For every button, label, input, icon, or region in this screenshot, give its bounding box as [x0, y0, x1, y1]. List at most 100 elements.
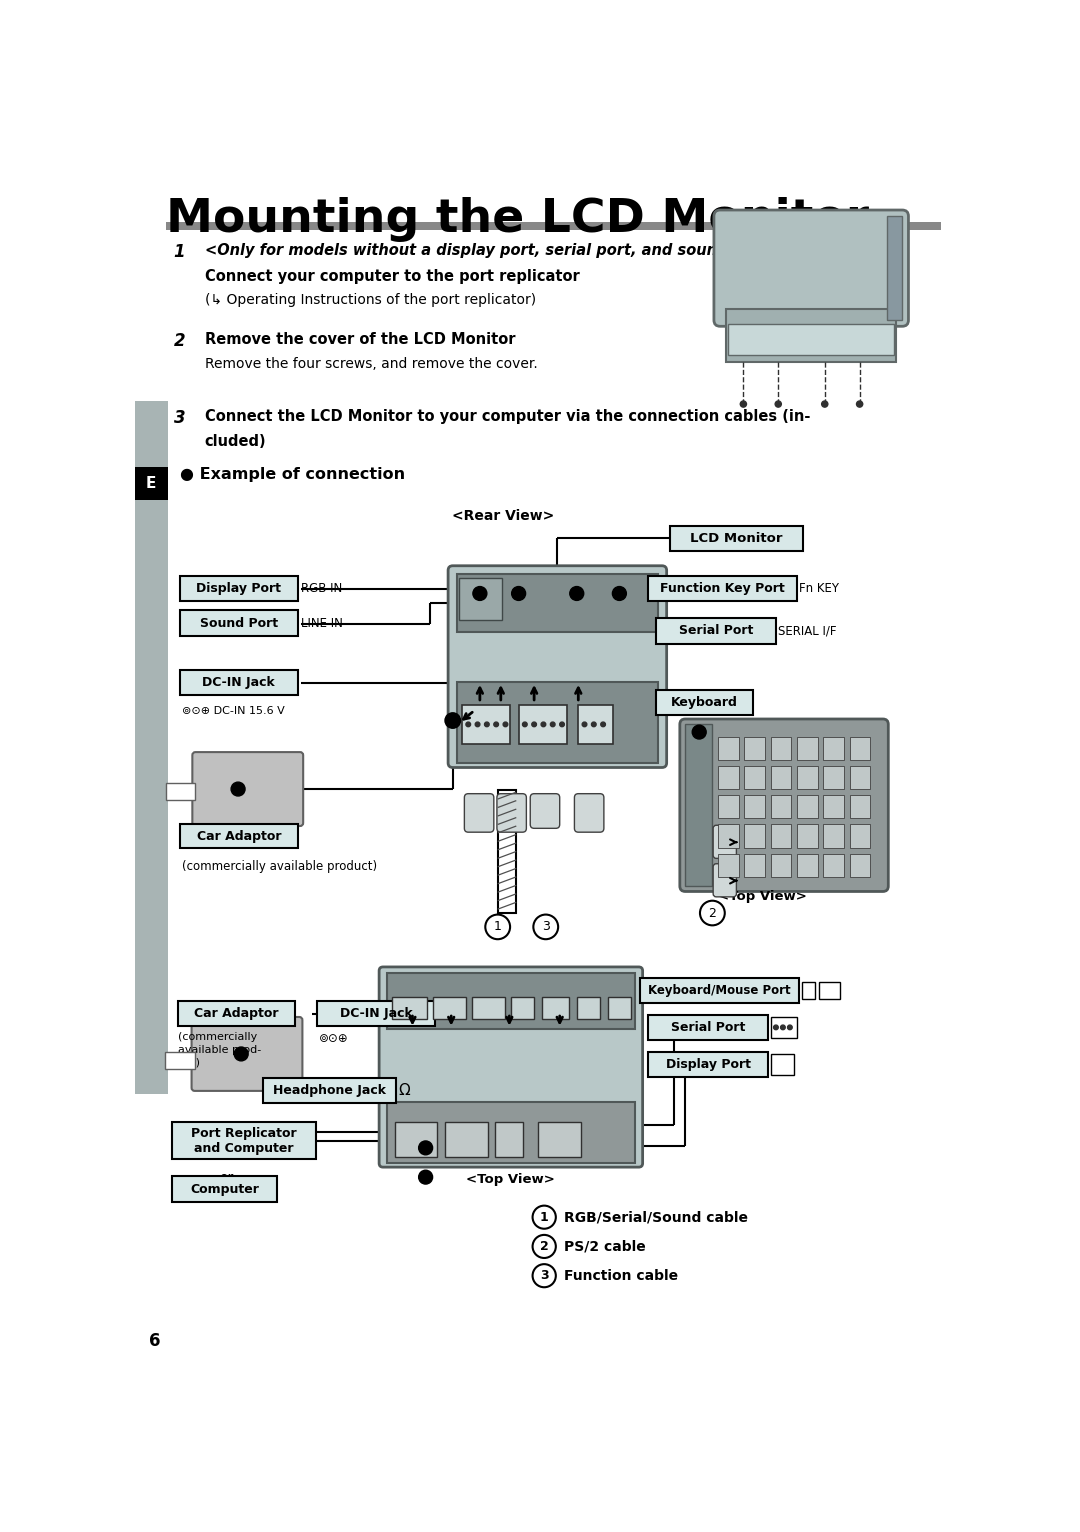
FancyBboxPatch shape [433, 997, 465, 1019]
FancyBboxPatch shape [577, 997, 600, 1019]
Text: Serial Port: Serial Port [671, 1020, 745, 1034]
Circle shape [551, 722, 555, 726]
FancyBboxPatch shape [744, 824, 765, 847]
Circle shape [787, 1025, 793, 1030]
FancyBboxPatch shape [718, 737, 739, 760]
Circle shape [775, 401, 781, 408]
Circle shape [541, 722, 545, 726]
FancyBboxPatch shape [770, 853, 792, 876]
FancyBboxPatch shape [713, 864, 737, 896]
Text: <Top View>: <Top View> [467, 1172, 555, 1186]
Circle shape [475, 722, 480, 726]
FancyBboxPatch shape [392, 997, 428, 1019]
Text: <Only for models without a display port, serial port, and sound port>: <Only for models without a display port,… [205, 244, 780, 257]
Circle shape [446, 714, 460, 728]
Circle shape [532, 1235, 556, 1258]
Text: PS/2 cable: PS/2 cable [565, 1239, 646, 1253]
Text: cluded): cluded) [205, 434, 267, 449]
Text: Ω: Ω [399, 1083, 410, 1098]
Text: 2: 2 [540, 1239, 549, 1253]
Text: Car Adaptor: Car Adaptor [194, 1007, 279, 1020]
Circle shape [445, 712, 460, 728]
FancyBboxPatch shape [464, 794, 494, 832]
FancyBboxPatch shape [462, 705, 510, 743]
FancyBboxPatch shape [727, 308, 896, 363]
FancyBboxPatch shape [459, 578, 501, 620]
Circle shape [534, 915, 558, 939]
FancyBboxPatch shape [166, 783, 195, 800]
Circle shape [494, 722, 499, 726]
Circle shape [740, 401, 746, 408]
FancyBboxPatch shape [850, 824, 870, 847]
FancyBboxPatch shape [448, 565, 666, 768]
Text: Remove the cover of the LCD Monitor: Remove the cover of the LCD Monitor [205, 332, 515, 346]
Text: Fn KEY: Fn KEY [799, 582, 839, 596]
Circle shape [503, 722, 508, 726]
Text: Connect the LCD Monitor to your computer via the connection cables (in-: Connect the LCD Monitor to your computer… [205, 409, 810, 424]
FancyBboxPatch shape [797, 853, 818, 876]
FancyBboxPatch shape [744, 737, 765, 760]
Circle shape [419, 1141, 433, 1155]
Text: Keyboard/Mouse Port: Keyboard/Mouse Port [648, 984, 791, 997]
Circle shape [612, 587, 626, 601]
Circle shape [559, 722, 565, 726]
Text: E: E [146, 476, 157, 490]
Circle shape [485, 915, 510, 939]
FancyBboxPatch shape [387, 1102, 635, 1163]
FancyBboxPatch shape [744, 766, 765, 789]
Text: (Model no.
CF-VKBL01/
CF-VKBL02): (Model no. CF-VKBL01/ CF-VKBL02) [755, 720, 823, 769]
FancyBboxPatch shape [648, 576, 797, 601]
FancyBboxPatch shape [656, 689, 753, 715]
FancyBboxPatch shape [578, 705, 613, 743]
Text: (↳ Operating Instructions of the port replicator): (↳ Operating Instructions of the port re… [205, 293, 536, 308]
Text: ⊚⊙⊕ DC-IN 15.6 V: ⊚⊙⊕ DC-IN 15.6 V [181, 706, 284, 715]
Text: RGB IN: RGB IN [301, 582, 342, 596]
FancyBboxPatch shape [656, 617, 775, 643]
Text: Function Key Port: Function Key Port [660, 582, 785, 594]
FancyBboxPatch shape [797, 737, 818, 760]
FancyBboxPatch shape [472, 997, 504, 1019]
FancyBboxPatch shape [823, 766, 845, 789]
FancyBboxPatch shape [718, 824, 739, 847]
Circle shape [234, 1046, 248, 1060]
Text: Connect your computer to the port replicator: Connect your computer to the port replic… [205, 268, 580, 283]
Text: ⊚⊙⊕: ⊚⊙⊕ [319, 1033, 348, 1045]
FancyBboxPatch shape [823, 795, 845, 818]
FancyBboxPatch shape [530, 794, 559, 829]
Text: 3: 3 [540, 1268, 549, 1282]
FancyBboxPatch shape [823, 824, 845, 847]
Text: <Rear View>: <Rear View> [453, 509, 554, 522]
Circle shape [531, 722, 537, 726]
Text: ● Example of connection: ● Example of connection [180, 467, 405, 481]
FancyBboxPatch shape [770, 795, 792, 818]
FancyBboxPatch shape [180, 576, 298, 601]
FancyBboxPatch shape [575, 794, 604, 832]
Text: Sound Port: Sound Port [200, 616, 278, 630]
Text: (commercially
available prod-
uct): (commercially available prod- uct) [177, 1033, 261, 1068]
FancyBboxPatch shape [718, 795, 739, 818]
Text: RGB/Serial/Sound cable: RGB/Serial/Sound cable [565, 1210, 748, 1224]
FancyBboxPatch shape [387, 973, 635, 1028]
FancyBboxPatch shape [262, 1079, 396, 1103]
FancyBboxPatch shape [457, 574, 658, 633]
FancyBboxPatch shape [542, 997, 569, 1019]
Text: 2: 2 [708, 907, 716, 919]
FancyBboxPatch shape [457, 682, 658, 763]
FancyBboxPatch shape [770, 766, 792, 789]
FancyBboxPatch shape [770, 824, 792, 847]
Circle shape [781, 1025, 785, 1030]
FancyBboxPatch shape [496, 1123, 523, 1157]
FancyBboxPatch shape [823, 853, 845, 876]
FancyBboxPatch shape [718, 853, 739, 876]
FancyBboxPatch shape [713, 826, 737, 858]
FancyBboxPatch shape [640, 977, 799, 1003]
FancyBboxPatch shape [498, 791, 516, 913]
FancyBboxPatch shape [165, 1051, 194, 1069]
Text: LCD Monitor: LCD Monitor [690, 532, 783, 545]
Text: Mounting the LCD Monitor: Mounting the LCD Monitor [166, 198, 869, 242]
Text: Keyboard: Keyboard [671, 696, 738, 709]
Circle shape [523, 722, 527, 726]
FancyBboxPatch shape [518, 705, 567, 743]
FancyBboxPatch shape [648, 1014, 768, 1040]
FancyBboxPatch shape [648, 1051, 768, 1077]
